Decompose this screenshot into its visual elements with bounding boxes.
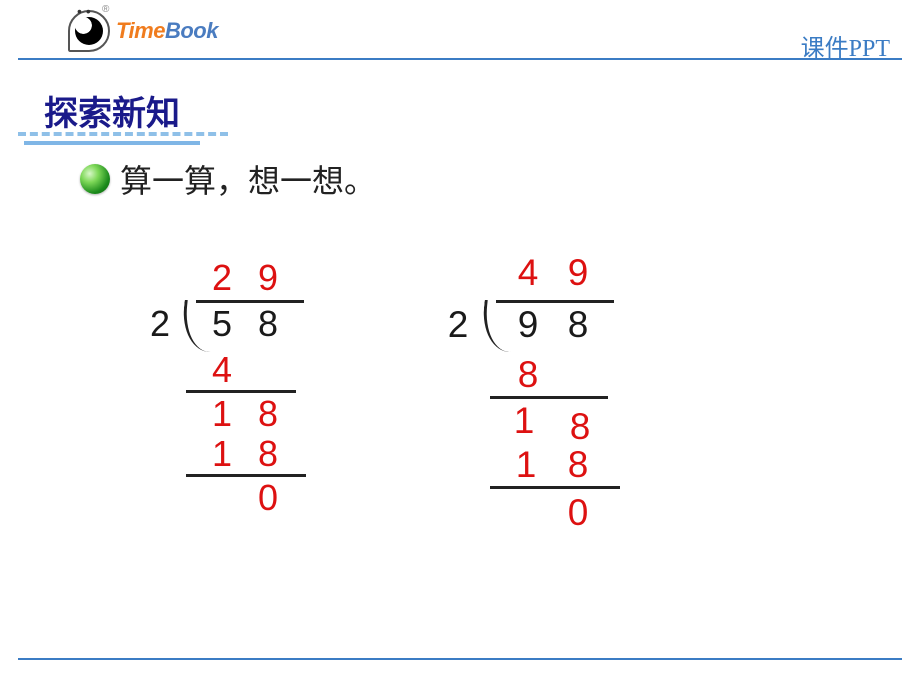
step-digit: 8 bbox=[560, 408, 600, 445]
dividend-digit: 5 bbox=[202, 306, 242, 342]
logo-text: TimeBook bbox=[116, 18, 218, 44]
step-digit: 1 bbox=[202, 396, 242, 432]
work-rule bbox=[186, 474, 306, 477]
step-digit: 8 bbox=[508, 356, 548, 393]
step-digit: 4 bbox=[202, 352, 242, 388]
dividend-digit: 9 bbox=[508, 306, 548, 343]
prompt-text: 算一算，想一想。 bbox=[120, 156, 376, 202]
step-digit: 1 bbox=[202, 436, 242, 472]
dividend-digit: 8 bbox=[248, 306, 288, 342]
step-digit: 8 bbox=[558, 446, 598, 483]
divisor-digit: 2 bbox=[140, 306, 180, 342]
quotient-digit: 9 bbox=[248, 260, 288, 296]
step-digit: 1 bbox=[504, 402, 544, 439]
logo-text-book: Book bbox=[165, 18, 218, 43]
logo-text-time: Time bbox=[116, 18, 165, 43]
quotient-digit: 4 bbox=[508, 254, 548, 291]
divisor-digit: 2 bbox=[438, 306, 478, 343]
logo-icon bbox=[68, 10, 110, 52]
timebook-logo: TimeBook bbox=[68, 10, 218, 52]
step-digit: 1 bbox=[506, 446, 546, 483]
dashed-underline bbox=[18, 132, 228, 136]
quotient-digit: 9 bbox=[558, 254, 598, 291]
prompt-row: 算一算，想一想。 bbox=[80, 156, 376, 202]
bullet-icon bbox=[80, 164, 110, 194]
registered-mark: ® bbox=[102, 4, 109, 15]
quotient-digit: 2 bbox=[202, 260, 242, 296]
step-digit: 8 bbox=[248, 396, 288, 432]
section-title-block: 探索新知 bbox=[24, 82, 200, 145]
bottom-rule bbox=[18, 658, 902, 660]
top-rule bbox=[18, 58, 902, 60]
remainder-digit: 0 bbox=[558, 494, 598, 531]
work-rule bbox=[490, 396, 608, 399]
step-digit: 8 bbox=[248, 436, 288, 472]
work-rule bbox=[490, 486, 620, 489]
problems-area: 2 9 2 5 8 4 1 8 1 8 0 4 9 2 9 8 8 1 8 1 … bbox=[0, 260, 920, 600]
work-rule bbox=[186, 390, 296, 393]
slide-header: TimeBook ® 课件PPT bbox=[0, 0, 920, 60]
dividend-digit: 8 bbox=[558, 306, 598, 343]
remainder-digit: 0 bbox=[248, 480, 288, 516]
